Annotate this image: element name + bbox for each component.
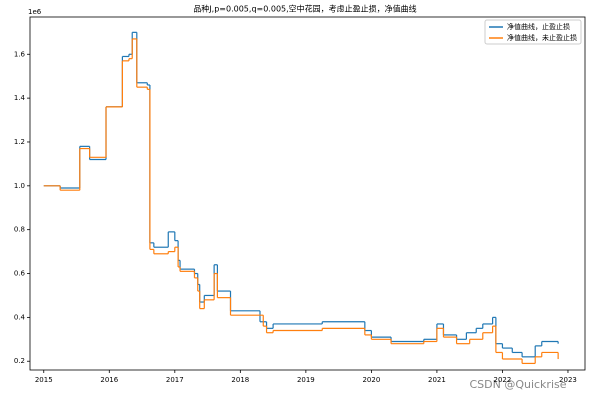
- x-tick-label: 2021: [428, 376, 446, 384]
- watermark: CSDN @Quickrise: [469, 378, 566, 391]
- y-tick-label: 0.6: [14, 270, 26, 278]
- y-tick-label: 0.2: [14, 357, 25, 365]
- legend-label: 净值曲线，止盈止损: [507, 22, 570, 31]
- x-tick-label: 2019: [297, 376, 315, 384]
- x-tick-label: 2016: [100, 376, 118, 384]
- x-tick-label: 2017: [166, 376, 184, 384]
- x-tick-label: 2020: [362, 376, 380, 384]
- y-tick-label: 1.6: [14, 50, 26, 58]
- y-tick-label: 1.0: [14, 182, 25, 190]
- x-tick-label: 2015: [35, 376, 53, 384]
- y-tick-label: 0.4: [14, 313, 26, 321]
- x-tick-label: 2023: [559, 376, 577, 384]
- y-offset-label: 1e6: [28, 8, 42, 16]
- legend-label: 净值曲线，未止盈止损: [507, 33, 577, 42]
- y-tick-label: 0.8: [14, 226, 25, 234]
- y-tick-label: 1.4: [14, 94, 26, 102]
- x-tick-label: 2018: [231, 376, 249, 384]
- chart-title: 品种J,p=0.005,q=0.005,空中花园，考虑止盈止损，净值曲线: [193, 4, 416, 14]
- legend-box: [484, 19, 582, 45]
- plot-frame: [29, 16, 586, 371]
- x-tick-label: 2022: [494, 376, 512, 384]
- y-tick-label: 1.2: [14, 138, 25, 146]
